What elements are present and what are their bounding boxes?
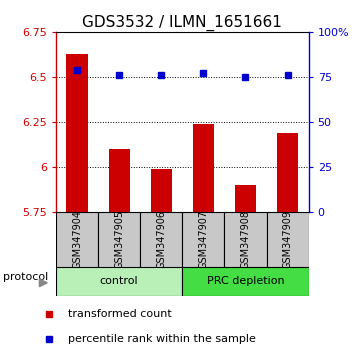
Bar <box>109 149 130 212</box>
Text: GSM347905: GSM347905 <box>114 210 124 269</box>
Bar <box>66 53 87 212</box>
Bar <box>151 169 172 212</box>
Bar <box>98 212 140 267</box>
Bar <box>225 212 266 267</box>
Text: GSM347906: GSM347906 <box>156 210 166 269</box>
Text: control: control <box>100 276 138 286</box>
Bar <box>56 267 182 296</box>
Text: transformed count: transformed count <box>68 309 171 320</box>
Bar <box>277 133 298 212</box>
Title: GDS3532 / ILMN_1651661: GDS3532 / ILMN_1651661 <box>82 14 282 30</box>
Bar <box>56 212 98 267</box>
Bar <box>182 267 309 296</box>
Text: GSM347908: GSM347908 <box>240 210 251 269</box>
Bar <box>140 212 182 267</box>
Text: protocol: protocol <box>3 272 48 282</box>
Text: GSM347909: GSM347909 <box>283 210 293 269</box>
Text: percentile rank within the sample: percentile rank within the sample <box>68 333 256 344</box>
Bar <box>266 212 309 267</box>
Bar <box>182 212 225 267</box>
Bar <box>235 185 256 212</box>
Text: GSM347904: GSM347904 <box>72 210 82 269</box>
Bar <box>193 124 214 212</box>
Text: GSM347907: GSM347907 <box>198 210 208 269</box>
Text: PRC depletion: PRC depletion <box>206 276 284 286</box>
